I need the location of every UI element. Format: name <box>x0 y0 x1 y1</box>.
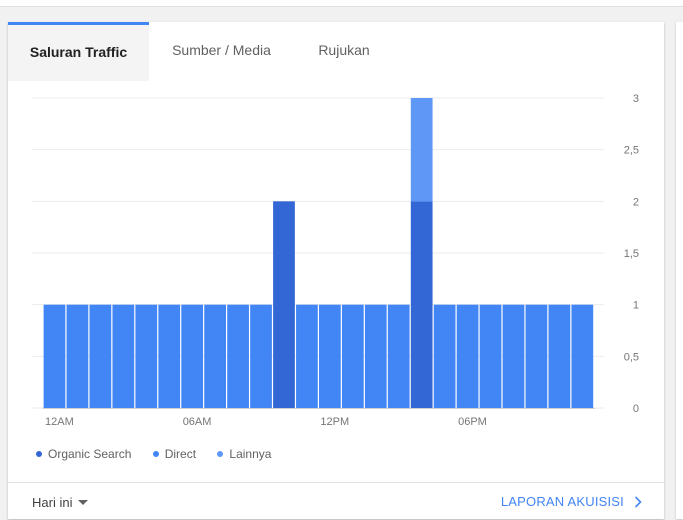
legend-dot-icon <box>153 451 159 457</box>
y-tick-label: 3 <box>633 93 639 105</box>
x-tick-label: 12AM <box>45 416 74 428</box>
top-strip <box>0 0 683 7</box>
adjacent-card-edge <box>676 22 683 519</box>
y-tick-label: 0 <box>633 403 639 415</box>
traffic-chart: 0 0,5 1 1,5 2 2,5 3 12AM 06AM 12PM 06PM <box>8 82 664 442</box>
legend-label: Direct <box>165 447 196 461</box>
bar-direct <box>296 305 318 408</box>
bar-direct <box>549 305 571 408</box>
y-tick-label: 2 <box>633 196 639 208</box>
legend-item-lainnya[interactable]: Lainnya <box>217 447 271 461</box>
y-tick-label: 0,5 <box>624 351 639 363</box>
bar-lainnya <box>411 98 433 201</box>
legend-item-direct[interactable]: Direct <box>153 447 196 461</box>
tab-saluran-traffic[interactable]: Saluran Traffic <box>8 22 149 81</box>
bar-direct <box>67 305 89 408</box>
bar-direct <box>204 305 226 408</box>
y-tick-label: 1 <box>633 300 639 312</box>
x-tick-label: 12PM <box>320 416 349 428</box>
bar-direct <box>158 305 180 408</box>
bar-direct <box>227 305 249 408</box>
bar-direct <box>342 305 364 408</box>
y-tick-label: 1,5 <box>624 248 639 260</box>
date-range-dropdown[interactable]: Hari ini <box>32 495 88 510</box>
tab-rujukan[interactable]: Rujukan <box>298 22 390 81</box>
legend-item-organic-search[interactable]: Organic Search <box>36 447 131 461</box>
chart-legend: Organic Search Direct Lainnya <box>36 446 289 462</box>
date-range-label: Hari ini <box>32 495 72 510</box>
bar-direct <box>181 305 203 408</box>
x-tick-label: 06AM <box>183 416 212 428</box>
bar-organic-search <box>273 201 295 408</box>
x-tick-label: 06PM <box>458 416 487 428</box>
legend-dot-icon <box>217 451 223 457</box>
y-tick-label: 2,5 <box>624 145 639 157</box>
bar-organic-search <box>411 201 433 408</box>
bar-direct <box>365 305 387 408</box>
caret-down-icon <box>78 500 88 505</box>
bar-direct <box>457 305 479 408</box>
bar-direct <box>480 305 502 408</box>
bar-direct <box>571 305 593 408</box>
bar-direct <box>434 305 456 408</box>
traffic-card: Saluran Traffic Sumber / Media Rujukan 0… <box>8 22 664 519</box>
legend-label: Organic Search <box>48 447 131 461</box>
chevron-right-icon <box>634 496 642 508</box>
legend-label: Lainnya <box>229 447 271 461</box>
acquisition-report-link[interactable]: LAPORAN AKUISISI <box>501 494 642 509</box>
bar-direct <box>526 305 548 408</box>
bar-direct <box>503 305 525 408</box>
bar-direct <box>135 305 157 408</box>
report-link-label: LAPORAN AKUISISI <box>501 494 624 509</box>
bar-direct <box>250 305 272 408</box>
bar-direct <box>90 305 112 408</box>
bar-direct <box>319 305 341 408</box>
card-footer: Hari ini LAPORAN AKUISISI <box>8 482 664 520</box>
bar-direct <box>388 305 410 408</box>
bar-direct <box>112 305 134 408</box>
chart-svg: 0 0,5 1 1,5 2 2,5 3 12AM 06AM 12PM 06PM <box>8 82 664 442</box>
tab-bar: Saluran Traffic Sumber / Media Rujukan <box>8 22 664 82</box>
tab-sumber-media[interactable]: Sumber / Media <box>158 22 285 81</box>
bar-direct <box>44 305 66 408</box>
legend-dot-icon <box>36 451 42 457</box>
